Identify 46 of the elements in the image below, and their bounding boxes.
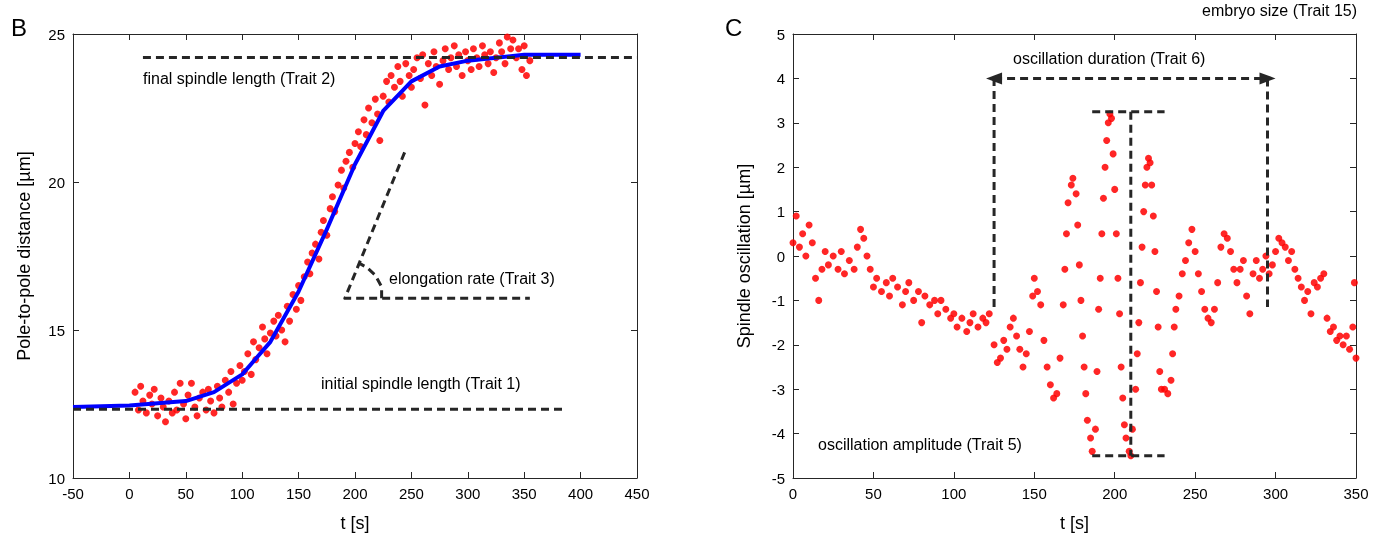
x-tick-label: 300	[1263, 485, 1289, 502]
y-tick-label: 1	[776, 203, 785, 221]
y-tick-label: -5	[771, 469, 785, 487]
y-tick-label: 15	[48, 321, 65, 339]
x-tick-label: 150	[286, 485, 312, 502]
y-tick-label: 5	[776, 25, 785, 43]
x-tick-label: 350	[1343, 485, 1369, 502]
x-tick-label: 100	[229, 485, 255, 502]
x-tick-label: 100	[941, 485, 967, 502]
x-tick-label: 50	[177, 485, 195, 502]
x-tick-label: 400	[568, 485, 594, 502]
x-tick-label: 0	[788, 485, 798, 502]
x-tick-label: 0	[125, 485, 134, 502]
annotation: elongation rate (Trait 3)	[389, 269, 555, 287]
y-tick-label: -4	[771, 425, 785, 443]
y-tick-label: -2	[771, 336, 785, 354]
annotation: oscillation amplitude (Trait 5)	[818, 435, 1022, 453]
y-tick-label: 10	[48, 469, 65, 487]
y-tick-label: 2	[776, 158, 785, 176]
x-tick-label: 150	[1021, 485, 1047, 502]
y-tick-label: -3	[771, 380, 785, 398]
x-tick-label: 450	[624, 485, 650, 502]
x-tick-label: 250	[398, 485, 424, 502]
y-tick-label: -1	[771, 291, 785, 309]
annotation: final spindle length (Trait 2)	[143, 69, 336, 87]
y-axis-title: Pole-to-pole distance [µm]	[14, 151, 34, 361]
y-axis-title: Spindle oscillation [µm]	[734, 163, 754, 349]
x-tick-label: 250	[1182, 485, 1208, 502]
x-tick-label: 300	[455, 485, 481, 502]
x-tick-label: 50	[865, 485, 882, 502]
x-tick-label: -50	[62, 485, 84, 502]
x-tick-label: 200	[1102, 485, 1128, 502]
x-tick-label: 350	[511, 485, 537, 502]
x-axis-title: t [s]	[340, 513, 370, 533]
x-axis-title: t [s]	[1059, 513, 1090, 533]
chart-title: C	[725, 13, 743, 41]
annotation: initial spindle length (Trait 1)	[321, 374, 521, 392]
y-tick-label: 3	[776, 114, 785, 132]
text: embryo size (Trait 15)	[1202, 1, 1357, 19]
annotation: oscillation duration (Trait 6)	[1013, 49, 1206, 67]
y-tick-label: 25	[48, 25, 65, 43]
x-tick-label: 200	[342, 485, 368, 502]
y-tick-label: 4	[776, 69, 785, 87]
y-tick-label: 20	[48, 173, 65, 191]
y-tick-label: 0	[776, 247, 785, 265]
chart-title: B	[11, 13, 28, 41]
